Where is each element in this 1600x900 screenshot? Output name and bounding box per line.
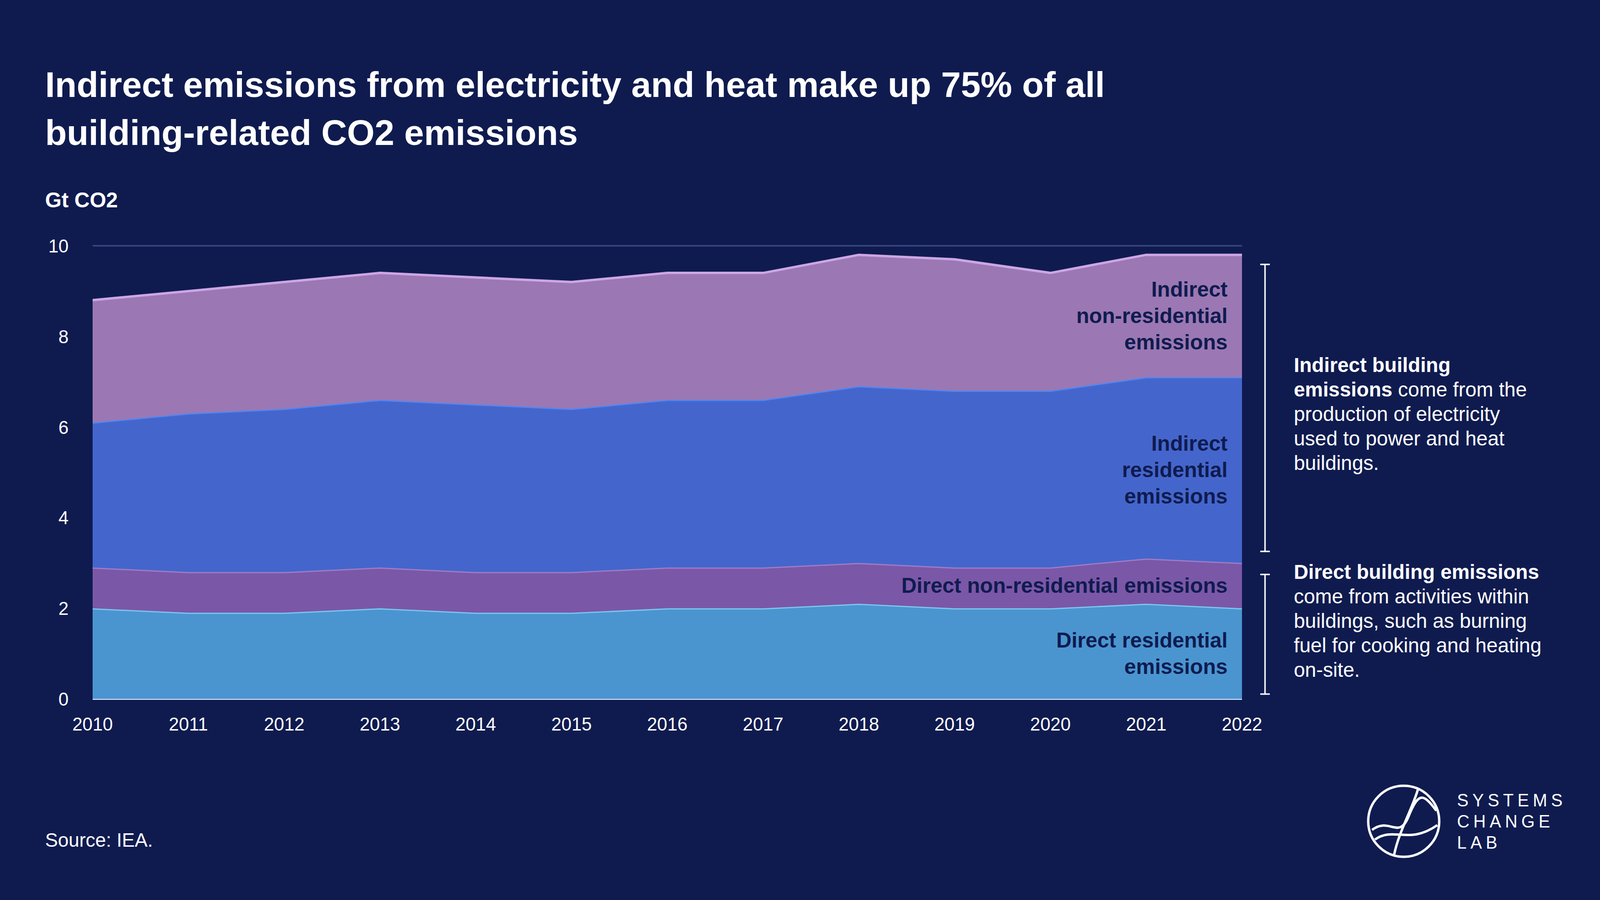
grid-line	[92, 245, 1242, 247]
title-line: building-related CO2 emissions	[45, 112, 578, 153]
annotation-text: used to power and heat	[1293, 427, 1505, 450]
direct-bracket-cap	[1260, 693, 1270, 695]
area	[92, 254, 1242, 423]
x-tick-label: 2018	[838, 714, 880, 735]
areas	[92, 254, 1242, 699]
series-label-line: Indirect	[1151, 277, 1228, 301]
annotation-text: come from activities within	[1293, 585, 1529, 608]
x-tick-label: 2013	[359, 714, 401, 735]
logo: SYSTEMSCHANGELAB	[1368, 785, 1567, 857]
y-tick-label: 0	[58, 689, 69, 710]
x-tick-label: 2012	[263, 714, 305, 735]
annotation-text: come from the	[1397, 378, 1527, 401]
series-label-line: Direct residential	[1056, 628, 1228, 652]
annotation-line: Direct building emissions	[1293, 560, 1540, 584]
x-tick-label: 2020	[1030, 714, 1072, 735]
annotation-text: on-site.	[1293, 658, 1361, 681]
x-tick-label: 2011	[168, 714, 209, 735]
chart: Indirect emissions from electricity and …	[0, 0, 1600, 900]
annotation-title: emissions	[1293, 378, 1398, 401]
x-tick-label: 2014	[455, 714, 497, 735]
series-label-line: Indirect	[1151, 431, 1228, 455]
series-label-line: residential	[1122, 457, 1228, 482]
indirect-bracket-cap	[1260, 263, 1270, 265]
series-label: Indirectresidentialemissions	[1122, 431, 1228, 508]
x-tick-label: 2016	[646, 714, 688, 735]
annotation-line: emissions come from the	[1293, 378, 1528, 401]
series-label: Direct non-residential emissions	[901, 573, 1228, 598]
annotation-line: on-site.	[1293, 658, 1361, 681]
area	[92, 603, 1242, 699]
series-label-line: emissions	[1124, 654, 1228, 679]
annotation-text: buildings, such as burning	[1293, 609, 1528, 633]
x-tick-label: 2015	[551, 714, 593, 735]
title-line: Indirect emissions from electricity and …	[45, 64, 1105, 105]
x-tick-label: 2010	[72, 714, 114, 735]
logo-curve	[1374, 824, 1438, 840]
direct-bracket-cap	[1260, 573, 1270, 575]
annotation-title: Indirect building	[1293, 353, 1451, 377]
indirect-bracket-cap	[1260, 550, 1270, 552]
y-tick-label: 6	[58, 417, 69, 438]
y-tick-label: 4	[58, 507, 69, 528]
y-axis-label: Gt CO2	[45, 188, 119, 212]
series-label: Direct residentialemissions	[1056, 628, 1228, 679]
annotation-line: fuel for cooking and heating	[1293, 633, 1542, 657]
annotation-text: production of electricity	[1293, 402, 1501, 426]
series-label-line: emissions	[1124, 484, 1228, 508]
x-tick-label: 2019	[934, 714, 976, 735]
annotation-line: used to power and heat	[1293, 427, 1505, 450]
logo-text: SYSTEMS	[1456, 790, 1567, 811]
x-tick-label: 2017	[742, 714, 784, 735]
logo-text: CHANGE	[1456, 811, 1554, 832]
area-line	[92, 254, 1242, 300]
logo-circle	[1368, 785, 1440, 857]
title: Indirect emissions from electricity and …	[45, 64, 1105, 153]
annotation-line: buildings.	[1293, 451, 1379, 475]
source: Source: IEA.	[45, 829, 154, 851]
series-label-line: Direct non-residential emissions	[901, 573, 1228, 598]
annotation-text: buildings.	[1293, 451, 1379, 475]
logo-curve	[1394, 788, 1419, 855]
x-tick-label: 2021	[1125, 714, 1167, 735]
annotation-line: production of electricity	[1293, 402, 1501, 426]
background	[0, 0, 1600, 900]
series-label: Indirectnon-residentialemissions	[1076, 277, 1229, 354]
annotation-line: come from activities within	[1293, 585, 1529, 608]
series-label-line: emissions	[1124, 330, 1228, 354]
annotation-title: Direct building emissions	[1293, 560, 1540, 584]
annotation-text: fuel for cooking and heating	[1293, 633, 1542, 657]
indirect-bracket	[1264, 264, 1266, 552]
direct-bracket	[1264, 574, 1266, 694]
annotation-line: Indirect building	[1293, 353, 1451, 377]
logo-text: LAB	[1456, 832, 1502, 853]
y-tick-label: 8	[58, 326, 69, 347]
x-tick-label: 2022	[1221, 714, 1263, 735]
y-tick-label: 2	[58, 598, 69, 619]
y-tick-label: 10	[48, 236, 69, 257]
annotation-line: buildings, such as burning	[1293, 609, 1528, 633]
series-label-line: non-residential	[1076, 303, 1228, 328]
